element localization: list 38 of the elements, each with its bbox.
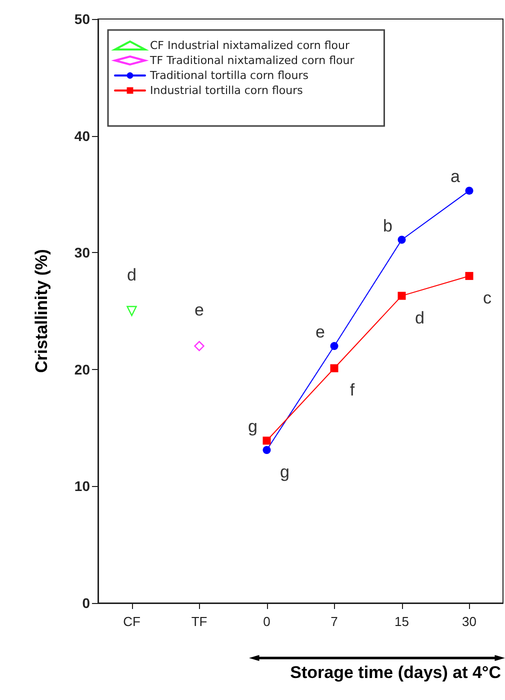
legend-label: CF Industrial nixtamalized corn flour	[150, 39, 350, 52]
legend-label: Traditional tortilla corn flours	[149, 69, 309, 82]
annotation: g	[280, 462, 290, 482]
y-tick-label: 0	[82, 595, 90, 611]
x-tick-label: TF	[191, 614, 208, 629]
legend-label: Industrial tortilla corn flours	[150, 84, 304, 97]
annotation: e	[194, 300, 204, 320]
annotation: c	[483, 288, 492, 308]
x-tick-label: 15	[394, 614, 409, 629]
annotation: g	[248, 417, 258, 436]
point	[262, 436, 271, 445]
y-tick-label: 40	[74, 128, 90, 144]
annotation: b	[383, 216, 392, 236]
point	[398, 236, 406, 244]
x-tick-label: 30	[462, 614, 476, 629]
y-tick-label: 20	[74, 361, 90, 378]
x-tick-label: 0	[263, 614, 270, 629]
point	[465, 186, 474, 195]
point	[330, 342, 338, 350]
point	[194, 340, 204, 352]
y-tick-label: 30	[74, 244, 90, 261]
x-axis-title: Storage time (days) at 4°C	[290, 663, 502, 682]
point	[465, 272, 474, 280]
x-tick-label: 7	[330, 614, 338, 629]
x-tick-label: CF	[123, 614, 140, 629]
point	[126, 306, 137, 316]
annotation: f	[350, 380, 355, 400]
annotation: e	[316, 322, 325, 342]
legend-label: TF Traditional nixtamalized corn flour	[149, 54, 355, 67]
y-tick-label: 50	[74, 11, 90, 27]
point	[398, 292, 406, 300]
point	[262, 446, 271, 454]
annotation: d	[415, 308, 424, 328]
point	[330, 364, 338, 372]
annotation: a	[450, 167, 461, 186]
y-tick-label: 10	[74, 478, 90, 494]
y-axis-title: Cristallinity (%)	[32, 249, 51, 373]
annotation: d	[127, 266, 136, 284]
